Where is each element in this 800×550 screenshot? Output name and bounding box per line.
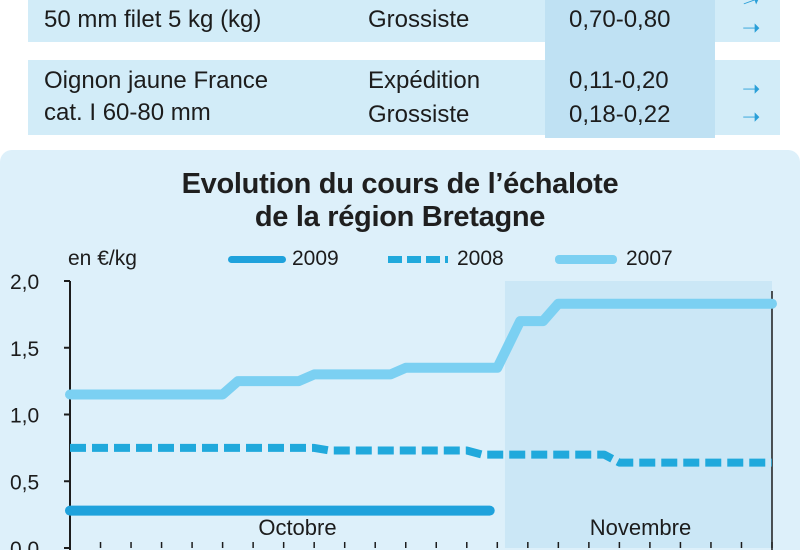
stage-cell: Expédition bbox=[368, 67, 481, 94]
y-tick-label: 0,0 bbox=[10, 538, 39, 550]
y-tick-label: 2,0 bbox=[10, 271, 39, 294]
legend-swatch-2007 bbox=[555, 255, 617, 264]
legend-label-2007: 2007 bbox=[626, 247, 673, 270]
legend-label-2008: 2008 bbox=[457, 247, 504, 270]
legend-swatch-2009 bbox=[228, 256, 286, 263]
series-line-2007 bbox=[65, 298, 777, 400]
price-cell: 0,70-0,80 bbox=[569, 6, 671, 33]
y-tick-label: 1,0 bbox=[10, 405, 39, 428]
y-axis-unit-label: en €/kg bbox=[68, 247, 137, 270]
legend-label-2009: 2009 bbox=[292, 247, 339, 270]
product-cell: Oignon jaune France bbox=[44, 67, 269, 94]
chart-title: Evolution du cours de l’échalote bbox=[181, 168, 619, 200]
stage-cell: Grossiste bbox=[368, 6, 470, 33]
right-arrow-icon: ➝ bbox=[742, 76, 761, 101]
price-column-band bbox=[545, 0, 715, 138]
right-arrow-icon: ➝ bbox=[742, 104, 761, 129]
y-tick-label: 1,5 bbox=[10, 338, 39, 361]
chart-subtitle: de la région Bretagne bbox=[254, 201, 546, 233]
price-cell: 0,11-0,20 bbox=[569, 67, 669, 94]
stage-cell: Grossiste bbox=[368, 101, 470, 128]
month-label: Novembre bbox=[590, 515, 691, 540]
product-cell: cat. I 60-80 mm bbox=[44, 99, 211, 126]
product-cell: 50 mm filet 5 kg (kg) bbox=[44, 6, 262, 33]
series-line-2008 bbox=[70, 443, 772, 467]
november-band bbox=[504, 281, 772, 548]
y-tick-label: 0,5 bbox=[10, 471, 39, 494]
right-arrow-icon: ➝ bbox=[742, 15, 761, 40]
price-cell: 0,18-0,22 bbox=[569, 101, 671, 128]
month-label: Octobre bbox=[258, 515, 336, 540]
legend-swatch-2008 bbox=[388, 256, 448, 263]
